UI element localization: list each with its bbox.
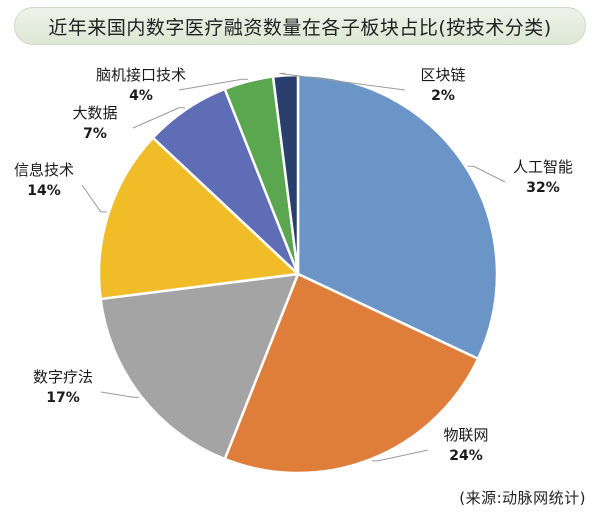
leader-line-4	[81, 184, 107, 213]
slice-value-label-4: 14%	[27, 183, 61, 199]
slice-value-label-7: 2%	[431, 88, 455, 104]
leader-line-7	[279, 72, 406, 91]
slice-label-7: 区块链	[420, 66, 465, 84]
slice-label-6: 脑机接口技术	[96, 66, 186, 84]
slice-label-1: 人工智能	[513, 158, 573, 176]
slice-label-5: 大数据	[72, 104, 117, 122]
slice-value-label-2: 24%	[449, 448, 483, 464]
chart-title-banner: 近年来国内数字医疗融资数量在各子板块占比(按技术分类)	[14, 7, 586, 45]
slice-label-4: 信息技术	[14, 161, 74, 179]
pie-slice-2	[223, 272, 480, 475]
slice-value-label-1: 32%	[526, 180, 560, 196]
pie-slice-3	[99, 272, 300, 461]
leader-line-1	[467, 165, 506, 183]
chart-title: 近年来国内数字医疗融资数量在各子板块占比(按技术分类)	[48, 16, 552, 39]
slice-value-label-6: 4%	[129, 88, 153, 104]
slice-label-2: 物联网	[443, 426, 488, 444]
pie-slice-1	[296, 73, 499, 360]
leader-line-6	[178, 78, 248, 91]
slice-label-3: 数字疗法	[33, 368, 93, 386]
pie-slice-7	[271, 73, 300, 276]
source-note: (来源:动脉网统计)	[459, 489, 586, 507]
leader-line-5	[132, 107, 185, 129]
slice-value-label-5: 7%	[83, 126, 107, 142]
pie-slice-4	[97, 136, 300, 301]
slice-value-label-3: 17%	[46, 390, 80, 406]
leader-line-2	[372, 449, 429, 462]
leader-line-3	[100, 391, 140, 398]
